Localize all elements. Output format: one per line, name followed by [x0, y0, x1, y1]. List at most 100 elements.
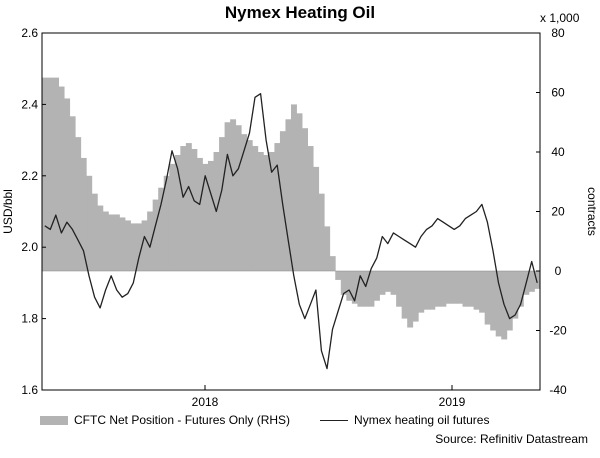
net-position-bar: [440, 271, 447, 307]
net-position-bar: [457, 271, 463, 304]
net-position-bar: [423, 271, 430, 310]
left-tick-label: 1.6: [21, 383, 38, 397]
net-position-bar: [119, 217, 126, 271]
net-position-bar: [313, 166, 320, 271]
net-position-bar: [163, 175, 170, 271]
net-position-bar: [64, 98, 71, 271]
net-position-bar: [390, 271, 397, 295]
net-position-bar: [434, 271, 441, 307]
net-position-bar: [307, 146, 314, 271]
right-axis-unit-note: x 1,000: [540, 11, 580, 25]
net-position-bar: [136, 223, 142, 271]
net-position-bar: [368, 271, 375, 307]
x-tick-label: 2019: [439, 395, 466, 409]
chart-title: Nymex Heating Oil: [224, 3, 376, 22]
net-position-bar: [53, 77, 59, 271]
net-position-bar: [125, 220, 131, 271]
net-position-bar: [208, 160, 214, 271]
net-position-bar: [86, 175, 93, 271]
net-position-bar: [484, 271, 491, 325]
net-position-bar: [69, 116, 76, 271]
left-tick-label: 2.6: [21, 26, 38, 40]
x-tick-label: 2018: [192, 395, 219, 409]
net-position-bar: [396, 271, 403, 307]
net-position-bar: [113, 214, 120, 271]
net-position-bar: [517, 271, 524, 307]
net-position-bar: [174, 154, 181, 271]
net-position-bar: [357, 271, 364, 307]
net-position-bar: [329, 256, 336, 271]
net-position-bar: [268, 152, 275, 271]
right-tick-label: 60: [551, 86, 565, 100]
net-position-bar: [385, 271, 391, 292]
heating-oil-price-line: [44, 93, 538, 370]
net-position-bar: [219, 137, 225, 271]
net-position-bar: [302, 128, 308, 271]
source-note: Source: Refinitiv Datastream: [435, 432, 588, 446]
left-axis-label: USD/bbl: [1, 189, 15, 234]
net-position-bar: [147, 211, 154, 271]
net-position-bar: [263, 154, 270, 271]
left-tick-label: 2.4: [21, 97, 38, 111]
net-position-bar: [412, 271, 419, 322]
net-position-bar: [429, 271, 436, 310]
right-tick-label: -20: [549, 324, 567, 338]
net-position-bar: [97, 205, 104, 271]
net-position-bar: [196, 157, 203, 271]
net-position-bar: [141, 220, 148, 271]
net-position-bar: [468, 271, 474, 307]
net-position-bar: [340, 271, 347, 295]
net-position-bar: [91, 193, 98, 271]
net-position-bar: [75, 137, 82, 271]
net-position-bar: [534, 271, 541, 289]
net-position-bar: [346, 271, 353, 301]
net-position-bar: [296, 113, 303, 271]
net-position-bar: [445, 271, 452, 304]
net-position-bar: [152, 199, 159, 271]
net-position-bar: [495, 271, 502, 337]
net-position-bar: [285, 119, 292, 272]
net-position-bar: [80, 157, 87, 271]
net-position-bar: [47, 77, 54, 271]
legend: CFTC Net Position - Futures Only (RHS) N…: [40, 413, 489, 427]
right-tick-label: 40: [551, 145, 565, 159]
legend-line-label: Nymex heating oil futures: [354, 413, 490, 427]
net-position-bar: [324, 226, 331, 271]
right-tick-label: 80: [551, 26, 565, 40]
net-position-bar: [512, 271, 519, 319]
net-position-bar: [169, 163, 176, 271]
net-position-bar: [374, 271, 380, 301]
right-tick-label: 20: [551, 205, 565, 219]
legend-bar-label: CFTC Net Position - Futures Only (RHS): [74, 413, 291, 427]
net-position-bar: [202, 163, 209, 271]
right-tick-label: -40: [549, 383, 567, 397]
net-position-bar: [528, 271, 535, 292]
net-position-bar: [180, 146, 187, 271]
net-position-bar: [318, 193, 325, 271]
net-position-bar: [130, 223, 137, 271]
net-position-bar: [191, 149, 198, 271]
axes-group: 1.6 1.8 2.0 2.2 2.4 2.6 -40 -20 0 20 40 60 80 2018 201…: [1, 26, 599, 409]
left-tick-label: 2.0: [21, 240, 38, 254]
net-position-bar: [506, 271, 513, 331]
net-position-bar: [235, 125, 242, 271]
net-position-bar: [451, 271, 458, 304]
net-position-bar: [246, 140, 253, 271]
line-series-group: [44, 93, 538, 370]
net-position-bar: [185, 143, 192, 271]
right-axis-label: contracts: [585, 187, 599, 236]
net-position-bar: [42, 77, 48, 271]
net-position-bar: [291, 104, 297, 272]
net-position-bar: [224, 122, 231, 271]
left-tick-label: 2.2: [21, 169, 38, 183]
net-position-bar: [108, 214, 115, 271]
net-position-bar: [335, 271, 342, 280]
net-position-bar: [362, 271, 369, 307]
net-position-bar: [351, 271, 358, 304]
right-tick-label: 0: [555, 264, 562, 278]
net-position-bar: [102, 211, 109, 271]
net-position-bar: [230, 119, 237, 272]
net-position-bar: [418, 271, 425, 313]
net-position-bar: [241, 134, 248, 271]
